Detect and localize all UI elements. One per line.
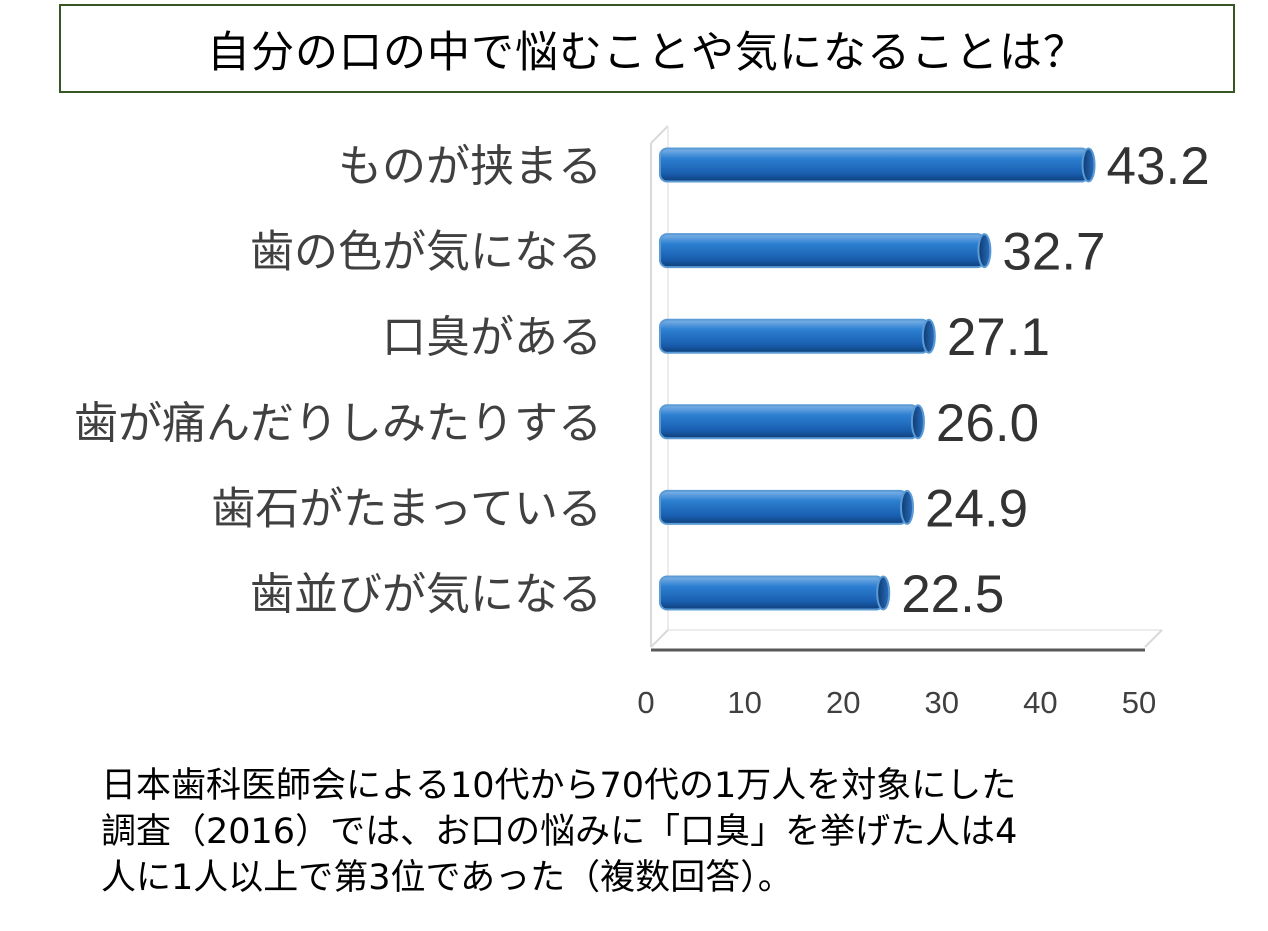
value-label: 27.1 [947, 308, 1050, 367]
bar [659, 489, 909, 525]
bar-cap [876, 575, 891, 611]
x-tick-label: 0 [637, 685, 654, 720]
bar-group [659, 147, 1096, 183]
x-tick-label: 20 [826, 685, 860, 720]
bar-cap [900, 489, 915, 525]
bar-cap [1081, 147, 1096, 183]
value-label: 22.5 [901, 565, 1004, 624]
value-label: 24.9 [925, 479, 1028, 538]
category-label: 歯が痛んだりしみたりする [74, 398, 602, 449]
value-label: 32.7 [1002, 223, 1105, 282]
bar [659, 575, 885, 611]
footnote: 日本歯科医師会による10代から70代の1万人を対象にした 調査（2016）では、… [101, 763, 1221, 901]
footnote-line: 日本歯科医師会による10代から70代の1万人を対象にした [101, 766, 1017, 806]
bar-group [659, 575, 891, 611]
bar [659, 318, 930, 354]
value-label: 26.0 [936, 394, 1039, 453]
value-label: 43.2 [1107, 137, 1210, 196]
bar [659, 404, 919, 440]
x-tick-label: 50 [1122, 685, 1156, 720]
bar-group [659, 489, 915, 525]
footnote-line: 調査（2016）では、お口の悩みに「口臭」を挙げた人は4 [101, 812, 1018, 852]
category-label: 歯石がたまっている [211, 483, 602, 534]
category-label: 口臭がある [382, 312, 602, 363]
chart-title: 自分の口の中で悩むことや気になることは？ [59, 4, 1235, 93]
bar-cap [921, 318, 936, 354]
bar-group [659, 404, 925, 440]
bar-cap [977, 233, 992, 269]
bar-group [659, 233, 992, 269]
plot-frame [650, 125, 1163, 652]
x-tick-label: 30 [925, 685, 959, 720]
x-tick-label: 40 [1023, 685, 1057, 720]
category-label: ものが挟まる [338, 141, 602, 192]
bar-chart: ものが挟まる 43.2 歯の色が気になる 32.7 口臭がある 27.1 歯が痛んだりしみた… [74, 125, 1210, 720]
footnote-line: 人に1人以上で第3位であった（複数回答）。 [101, 858, 793, 898]
bar-group [659, 318, 936, 354]
x-tick-label: 10 [727, 685, 761, 720]
bar [659, 233, 986, 269]
category-label: 歯並びが気になる [250, 569, 602, 620]
category-label: 歯の色が気になる [250, 227, 602, 278]
bar [659, 147, 1090, 183]
bar-cap [910, 404, 925, 440]
